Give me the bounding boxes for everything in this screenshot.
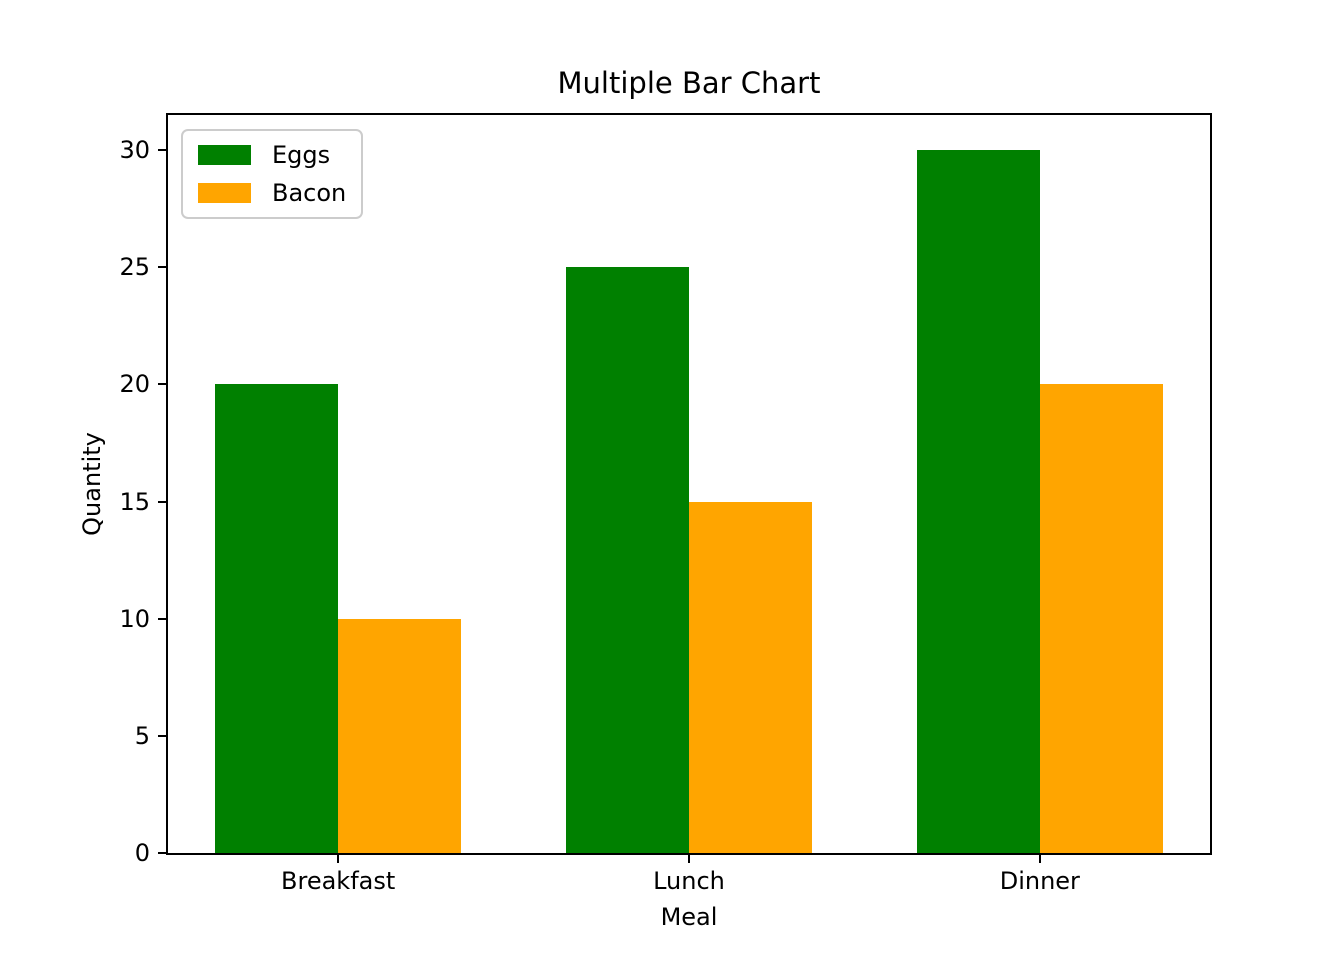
legend-label-eggs: Eggs xyxy=(272,141,331,169)
y-tick-label: 0 xyxy=(134,839,150,867)
bar-bacon-dinner xyxy=(1039,384,1163,853)
y-tick-label: 15 xyxy=(119,487,150,516)
legend-swatch-eggs xyxy=(198,145,251,165)
y-tick-mark xyxy=(158,383,166,386)
bar-eggs-breakfast xyxy=(215,384,339,853)
x-tick-label-lunch: Lunch xyxy=(653,867,725,895)
x-axis-label: Meal xyxy=(660,903,718,931)
y-tick-label: 5 xyxy=(134,721,150,750)
legend: Eggs Bacon xyxy=(181,129,364,219)
legend-item-eggs: Eggs xyxy=(198,142,346,168)
y-tick-mark xyxy=(158,149,166,152)
y-tick-label: 30 xyxy=(119,136,150,165)
bar-bacon-lunch xyxy=(689,501,812,853)
bar-eggs-lunch xyxy=(566,267,689,853)
bar-bacon-breakfast xyxy=(338,618,461,853)
legend-swatch-bacon xyxy=(198,183,251,203)
x-tick-mark xyxy=(1038,855,1041,863)
y-tick-mark xyxy=(158,734,166,737)
x-tick-mark xyxy=(688,855,690,863)
y-tick-mark xyxy=(158,500,166,503)
y-tick-mark xyxy=(158,617,166,620)
y-axis-label: Quantity xyxy=(78,432,106,536)
y-tick-mark xyxy=(158,266,166,269)
y-tick-label: 10 xyxy=(119,604,150,633)
legend-item-bacon: Bacon xyxy=(198,180,346,206)
y-tick-mark xyxy=(158,852,166,854)
x-tick-mark xyxy=(337,855,340,863)
legend-label-bacon: Bacon xyxy=(272,179,347,207)
y-tick-label: 20 xyxy=(119,370,150,399)
chart-title: Multiple Bar Chart xyxy=(557,66,821,100)
bar-eggs-dinner xyxy=(917,150,1040,853)
x-tick-label-breakfast: Breakfast xyxy=(281,867,396,895)
y-tick-label: 25 xyxy=(119,253,150,282)
x-tick-label-dinner: Dinner xyxy=(999,867,1080,895)
